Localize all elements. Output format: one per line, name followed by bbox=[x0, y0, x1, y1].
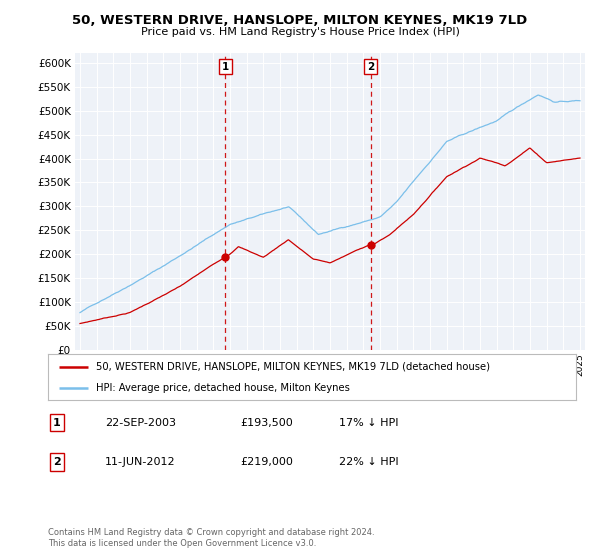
Text: 50, WESTERN DRIVE, HANSLOPE, MILTON KEYNES, MK19 7LD: 50, WESTERN DRIVE, HANSLOPE, MILTON KEYN… bbox=[73, 14, 527, 27]
Text: 50, WESTERN DRIVE, HANSLOPE, MILTON KEYNES, MK19 7LD (detached house): 50, WESTERN DRIVE, HANSLOPE, MILTON KEYN… bbox=[95, 362, 490, 372]
Text: 2: 2 bbox=[367, 62, 374, 72]
Text: 11-JUN-2012: 11-JUN-2012 bbox=[105, 457, 176, 467]
Text: 22% ↓ HPI: 22% ↓ HPI bbox=[339, 457, 398, 467]
Text: 2: 2 bbox=[53, 457, 61, 467]
Text: HPI: Average price, detached house, Milton Keynes: HPI: Average price, detached house, Milt… bbox=[95, 383, 349, 393]
Text: £193,500: £193,500 bbox=[240, 418, 293, 428]
Text: £219,000: £219,000 bbox=[240, 457, 293, 467]
Text: 17% ↓ HPI: 17% ↓ HPI bbox=[339, 418, 398, 428]
Text: 1: 1 bbox=[53, 418, 61, 428]
Text: Contains HM Land Registry data © Crown copyright and database right 2024.
This d: Contains HM Land Registry data © Crown c… bbox=[48, 528, 374, 548]
Text: Price paid vs. HM Land Registry's House Price Index (HPI): Price paid vs. HM Land Registry's House … bbox=[140, 27, 460, 37]
Text: 1: 1 bbox=[222, 62, 229, 72]
Text: 22-SEP-2003: 22-SEP-2003 bbox=[105, 418, 176, 428]
